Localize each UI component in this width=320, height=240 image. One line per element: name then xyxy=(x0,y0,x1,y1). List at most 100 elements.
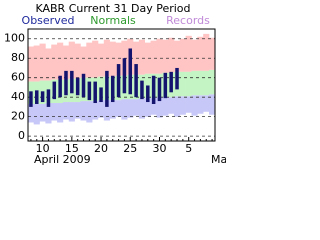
record-low-band xyxy=(162,97,169,116)
record-high-band xyxy=(27,46,34,82)
record-high-band xyxy=(209,37,216,70)
y-tick-label: 20 xyxy=(11,110,25,123)
record-high-band xyxy=(197,36,204,71)
record-low-band xyxy=(133,99,140,116)
record-high-band xyxy=(62,45,70,80)
record-high-band xyxy=(179,38,186,72)
record-low-band xyxy=(197,95,204,114)
observed-bar xyxy=(81,73,86,98)
normal-band xyxy=(185,71,192,97)
observed-bar xyxy=(116,64,121,98)
observed-bar xyxy=(146,85,150,103)
observed-bar xyxy=(40,91,45,103)
plot-frame xyxy=(27,28,216,142)
record-high-band xyxy=(150,40,157,74)
observed-bar xyxy=(52,81,57,100)
record-low-band xyxy=(156,97,163,118)
record-low-band xyxy=(74,102,81,119)
record-high-band xyxy=(86,42,93,78)
record-low-band xyxy=(80,101,87,121)
legend-entry: Records xyxy=(166,14,210,27)
record-low-band xyxy=(45,103,52,124)
observed-bar xyxy=(175,67,179,90)
record-low-band xyxy=(191,95,198,116)
observed-bar xyxy=(29,91,33,107)
record-low-band xyxy=(103,100,110,121)
record-high-band xyxy=(162,39,169,73)
record-high-band xyxy=(115,42,122,76)
record-low-band xyxy=(92,101,99,120)
record-low-band xyxy=(150,98,157,115)
record-high-band xyxy=(97,43,105,77)
record-low-band xyxy=(209,94,216,115)
normal-band xyxy=(197,70,204,96)
observed-bar xyxy=(35,90,39,104)
y-tick-label: 60 xyxy=(11,71,25,84)
record-low-band xyxy=(127,99,134,118)
record-low-band xyxy=(138,98,146,119)
record-high-band xyxy=(138,39,146,75)
observed-bar xyxy=(134,64,138,98)
x-tick-label: 5 xyxy=(185,142,192,155)
record-high-band xyxy=(39,43,46,81)
observed-bar xyxy=(75,77,80,96)
record-high-band xyxy=(156,38,163,74)
record-low-band xyxy=(97,100,105,118)
chart: KABR Current 31 Day Period April 2009 Ma… xyxy=(4,2,226,166)
observed-bar xyxy=(46,89,51,107)
record-high-band xyxy=(109,41,116,77)
observed-bar xyxy=(140,80,144,100)
record-low-band xyxy=(57,103,64,123)
record-low-band xyxy=(39,103,46,122)
normal-band xyxy=(209,69,216,95)
normal-band xyxy=(203,70,210,96)
record-low-band xyxy=(168,97,175,114)
observed-bar xyxy=(99,87,103,103)
record-low-band xyxy=(62,102,70,120)
y-tick-label: 0 xyxy=(18,129,25,142)
record-low-band xyxy=(51,103,58,121)
observed-bar xyxy=(122,58,127,94)
record-low-band xyxy=(144,98,151,117)
month-label: Ma xyxy=(211,153,226,166)
normal-band xyxy=(179,71,186,97)
record-high-band xyxy=(203,33,210,71)
record-low-band xyxy=(203,95,210,112)
record-low-band xyxy=(86,101,93,123)
record-high-band xyxy=(191,39,198,71)
x-tick-label: 20 xyxy=(94,142,108,155)
record-high-band xyxy=(74,43,81,79)
observed-bar xyxy=(64,70,68,96)
observed-bar xyxy=(128,48,133,95)
legend-entry: Normals xyxy=(90,14,136,27)
observed-bar xyxy=(87,81,92,101)
y-tick-label: 40 xyxy=(11,90,25,103)
record-high-band xyxy=(185,35,192,72)
record-low-band xyxy=(115,100,122,117)
observed-bar xyxy=(105,70,109,107)
record-high-band xyxy=(92,40,99,78)
record-low-band xyxy=(109,100,116,119)
x-tick-label: 30 xyxy=(152,142,166,155)
y-tick-label: 80 xyxy=(11,51,25,64)
record-low-band xyxy=(173,96,181,117)
record-high-band xyxy=(57,42,64,80)
observed-bar xyxy=(93,81,97,104)
observed-bar xyxy=(58,75,62,98)
observed-bar xyxy=(110,75,115,103)
legend-entry: Observed xyxy=(22,14,75,27)
chart-title: KABR Current 31 Day Period xyxy=(35,2,190,15)
observed-bar xyxy=(151,75,156,104)
record-low-band xyxy=(185,96,192,113)
normal-band xyxy=(191,70,198,96)
observed-bar xyxy=(163,72,168,99)
x-tick-label: 10 xyxy=(36,142,50,155)
x-tick-label: 15 xyxy=(65,142,79,155)
record-high-band xyxy=(144,42,151,74)
record-low-band xyxy=(121,99,128,120)
y-tick-label: 100 xyxy=(4,32,25,45)
record-high-band xyxy=(68,41,75,79)
record-low-band xyxy=(33,103,40,125)
observed-bar xyxy=(70,70,74,94)
observed-bar xyxy=(169,71,173,93)
